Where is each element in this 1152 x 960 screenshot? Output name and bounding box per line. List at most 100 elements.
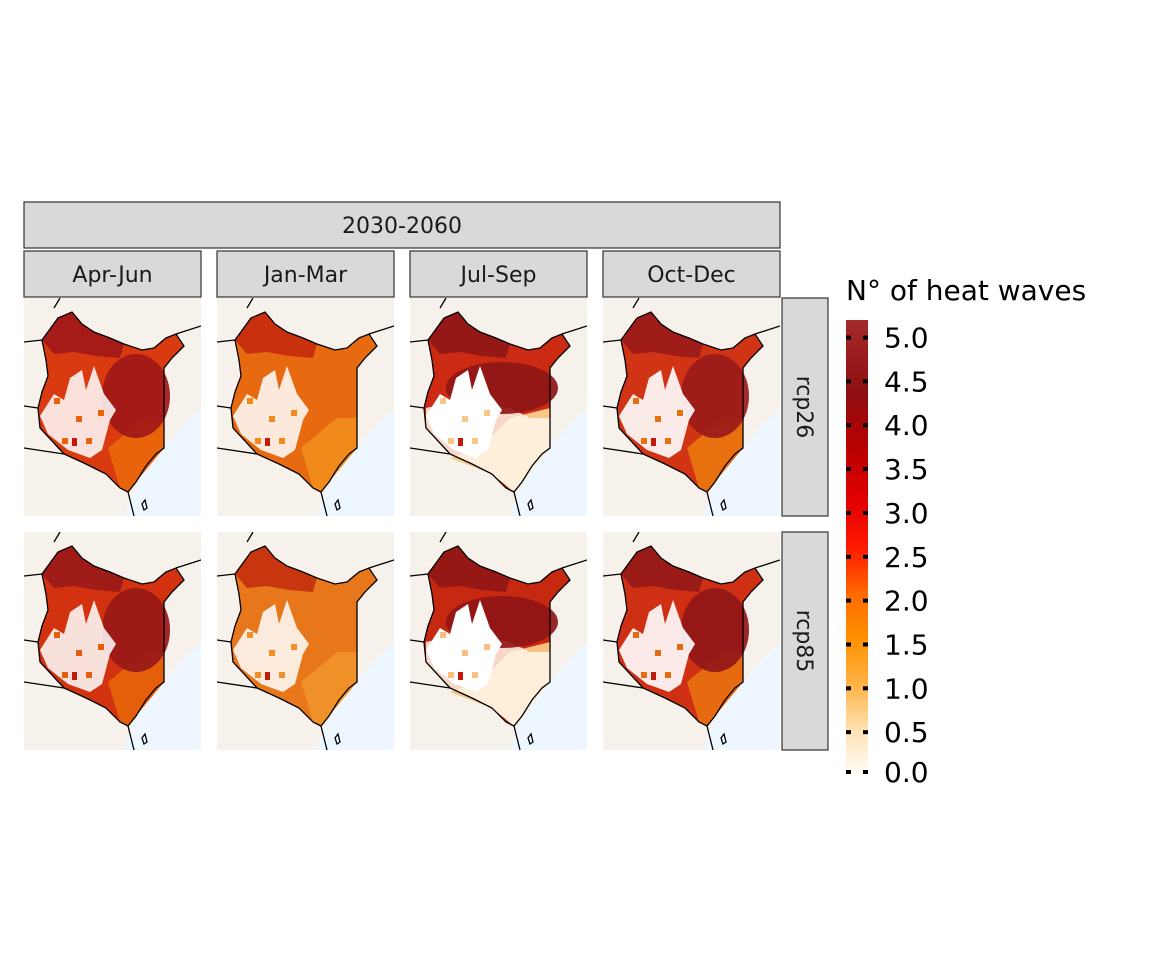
pixel-speckle [76,416,82,422]
hot-core [102,588,170,672]
map-panel-rcp85-apr-jun [24,532,201,750]
south-east-warm-area [301,418,357,492]
neighbour-borders [217,532,394,750]
north-hot-band [428,312,510,358]
sea-area [124,410,201,516]
neighbour-borders [410,532,587,750]
neighbour-borders [410,298,587,516]
row-strip-rcp85: rcp85 [781,531,829,751]
pixel-speckle [279,438,285,444]
country-border [230,311,378,493]
sea-area [124,644,201,750]
column-strip-jul-sep: Jul-Sep [409,250,588,298]
pixel-speckle [448,438,454,444]
highland-cool-area [619,366,695,458]
pixel-speckle [255,438,261,444]
pixel-speckle [655,650,661,656]
legend-tick-label: 4.0 [884,409,929,442]
pixel-speckle [86,438,92,444]
sea-area [510,410,587,516]
country-border [423,311,571,493]
lake-pixel [458,672,463,680]
column-strip-oct-dec: Oct-Dec [602,250,781,298]
column-strip-jan-mar: Jan-Mar [216,250,395,298]
country-border [616,311,764,493]
sea-area [317,410,394,516]
legend-tick-label: 0.5 [884,716,929,749]
highland-cool-area [426,366,502,458]
legend-tick-label: 1.0 [884,672,929,705]
map-panels [24,298,780,750]
legend-colorbar [846,320,868,776]
island-outline [720,498,727,512]
row-label-rcp85: rcp85 [791,610,816,673]
pixel-speckle [62,438,68,444]
legend-tick-label: 4.5 [884,365,929,398]
hot-core [102,354,170,438]
map-panel-rcp85-jan-mar [217,532,394,750]
pixel-speckle [291,644,297,650]
map-panel-rcp26-apr-jun [24,298,201,516]
legend-tick-label: 3.5 [884,453,929,486]
hot-core [681,354,749,438]
legend-title: N° of heat waves [846,274,1086,307]
highland-cool-area [619,600,695,692]
pixel-speckle [54,398,60,404]
lake-pixel [458,438,463,446]
country-border [37,311,185,493]
country-border [423,545,571,727]
pixel-speckle [484,410,490,416]
pixel-speckle [269,650,275,656]
row-label-rcp26: rcp26 [791,376,816,439]
pixel-speckle [677,644,683,650]
island-outline [141,732,148,746]
period-strip: 2030-2060 [23,201,781,249]
country-border [230,545,378,727]
highland-cool-area [233,600,309,692]
island-outline [334,498,341,512]
lake-pixel [72,672,77,680]
row-strip-rcp26: rcp26 [781,297,829,517]
column-label-oct-dec: Oct-Dec [647,263,736,288]
neighbour-borders [603,298,780,516]
legend: N° of heat waves 5.0 4.5 4.0 3.5 3.0 2.5 2.0 1.… [846,274,1086,789]
column-label-apr-jun: Apr-Jun [72,263,152,288]
pixel-speckle [291,410,297,416]
north-hot-band [621,546,703,592]
pixel-speckle [665,672,671,678]
sea-area [317,644,394,750]
north-hot-band [42,546,124,592]
map-panel-rcp26-jan-mar [217,298,394,516]
island-outline [141,498,148,512]
pixel-speckle [665,438,671,444]
map-panel-rcp85-jul-sep [410,532,587,750]
pixel-speckle [462,650,468,656]
pixel-speckle [86,672,92,678]
hot-core [681,588,749,672]
neighbour-borders [217,298,394,516]
legend-tick-label: 3.0 [884,497,929,530]
pixel-speckle [255,672,261,678]
pixel-speckle [279,672,285,678]
map-panel-rcp85-oct-dec [603,532,780,750]
pixel-speckle [472,438,478,444]
pixel-speckle [98,410,104,416]
pixel-speckle [98,644,104,650]
neighbour-borders [24,532,201,750]
pixel-speckle [247,398,253,404]
pixel-speckle [484,644,490,650]
legend-tick-label: 2.5 [884,541,929,574]
north-hot-band [235,546,317,592]
pixel-speckle [247,632,253,638]
north-hot-band [42,312,124,358]
south-east-warm-area [687,652,743,726]
pixel-speckle [54,632,60,638]
lake-pixel [265,438,270,446]
country-border [37,545,185,727]
highland-cool-area [426,600,502,692]
highland-cool-area [40,600,116,692]
highland-cool-area [40,366,116,458]
pixel-speckle [655,416,661,422]
pixel-speckle [633,632,639,638]
highland-cool-area [233,366,309,458]
